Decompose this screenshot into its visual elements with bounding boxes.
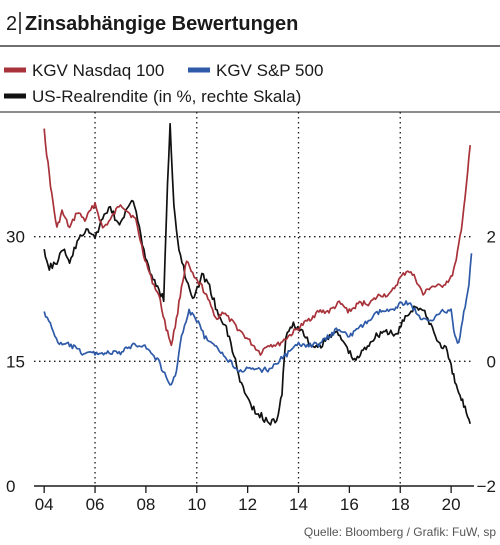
x-tick-label-12: 12 xyxy=(238,495,257,514)
x-tick-label-10: 10 xyxy=(187,495,206,514)
legend-label-sp500: KGV S&P 500 xyxy=(216,61,323,80)
x-tick-label-20: 20 xyxy=(442,495,461,514)
series-line-sp500 xyxy=(43,253,473,386)
y-right-tick-label-2: 2 xyxy=(487,228,496,247)
x-tick-label-16: 16 xyxy=(340,495,359,514)
y-right-tick-label-0: 0 xyxy=(487,352,496,371)
source-note: Quelle: Bloomberg / Grafik: FuW, sp xyxy=(304,525,496,539)
y-right-tick-label-−2: −2 xyxy=(477,477,496,496)
x-tick-label-08: 08 xyxy=(136,495,155,514)
x-tick-label-04: 04 xyxy=(35,495,54,514)
y-left-tick-label-15: 15 xyxy=(6,352,25,371)
x-tick-label-18: 18 xyxy=(391,495,410,514)
grid xyxy=(34,112,474,486)
series-line-realrendite xyxy=(43,122,472,426)
figure-number: 2 xyxy=(6,13,17,35)
y-left-tick-label-30: 30 xyxy=(6,228,25,247)
legend-label-nasdaq: KGV Nasdaq 100 xyxy=(32,61,164,80)
x-tick-label-14: 14 xyxy=(289,495,308,514)
series-lines xyxy=(43,122,473,426)
axes xyxy=(0,111,500,487)
chart-title: Zinsabhängige Bewertungen xyxy=(25,13,298,35)
y-left-tick-label-0: 0 xyxy=(6,477,15,496)
tick-labels: 04 06 08 10 12 14 16 18 20 0 15 30 −2 0 2 xyxy=(6,228,496,514)
series-line-nasdaq xyxy=(43,128,472,356)
x-tick-label-06: 06 xyxy=(86,495,105,514)
legend-label-realrendite: US-Realrendite (in %, rechte Skala) xyxy=(32,87,301,106)
legend: KGV Nasdaq 100 KGV S&P 500 US-Realrendit… xyxy=(4,61,323,106)
